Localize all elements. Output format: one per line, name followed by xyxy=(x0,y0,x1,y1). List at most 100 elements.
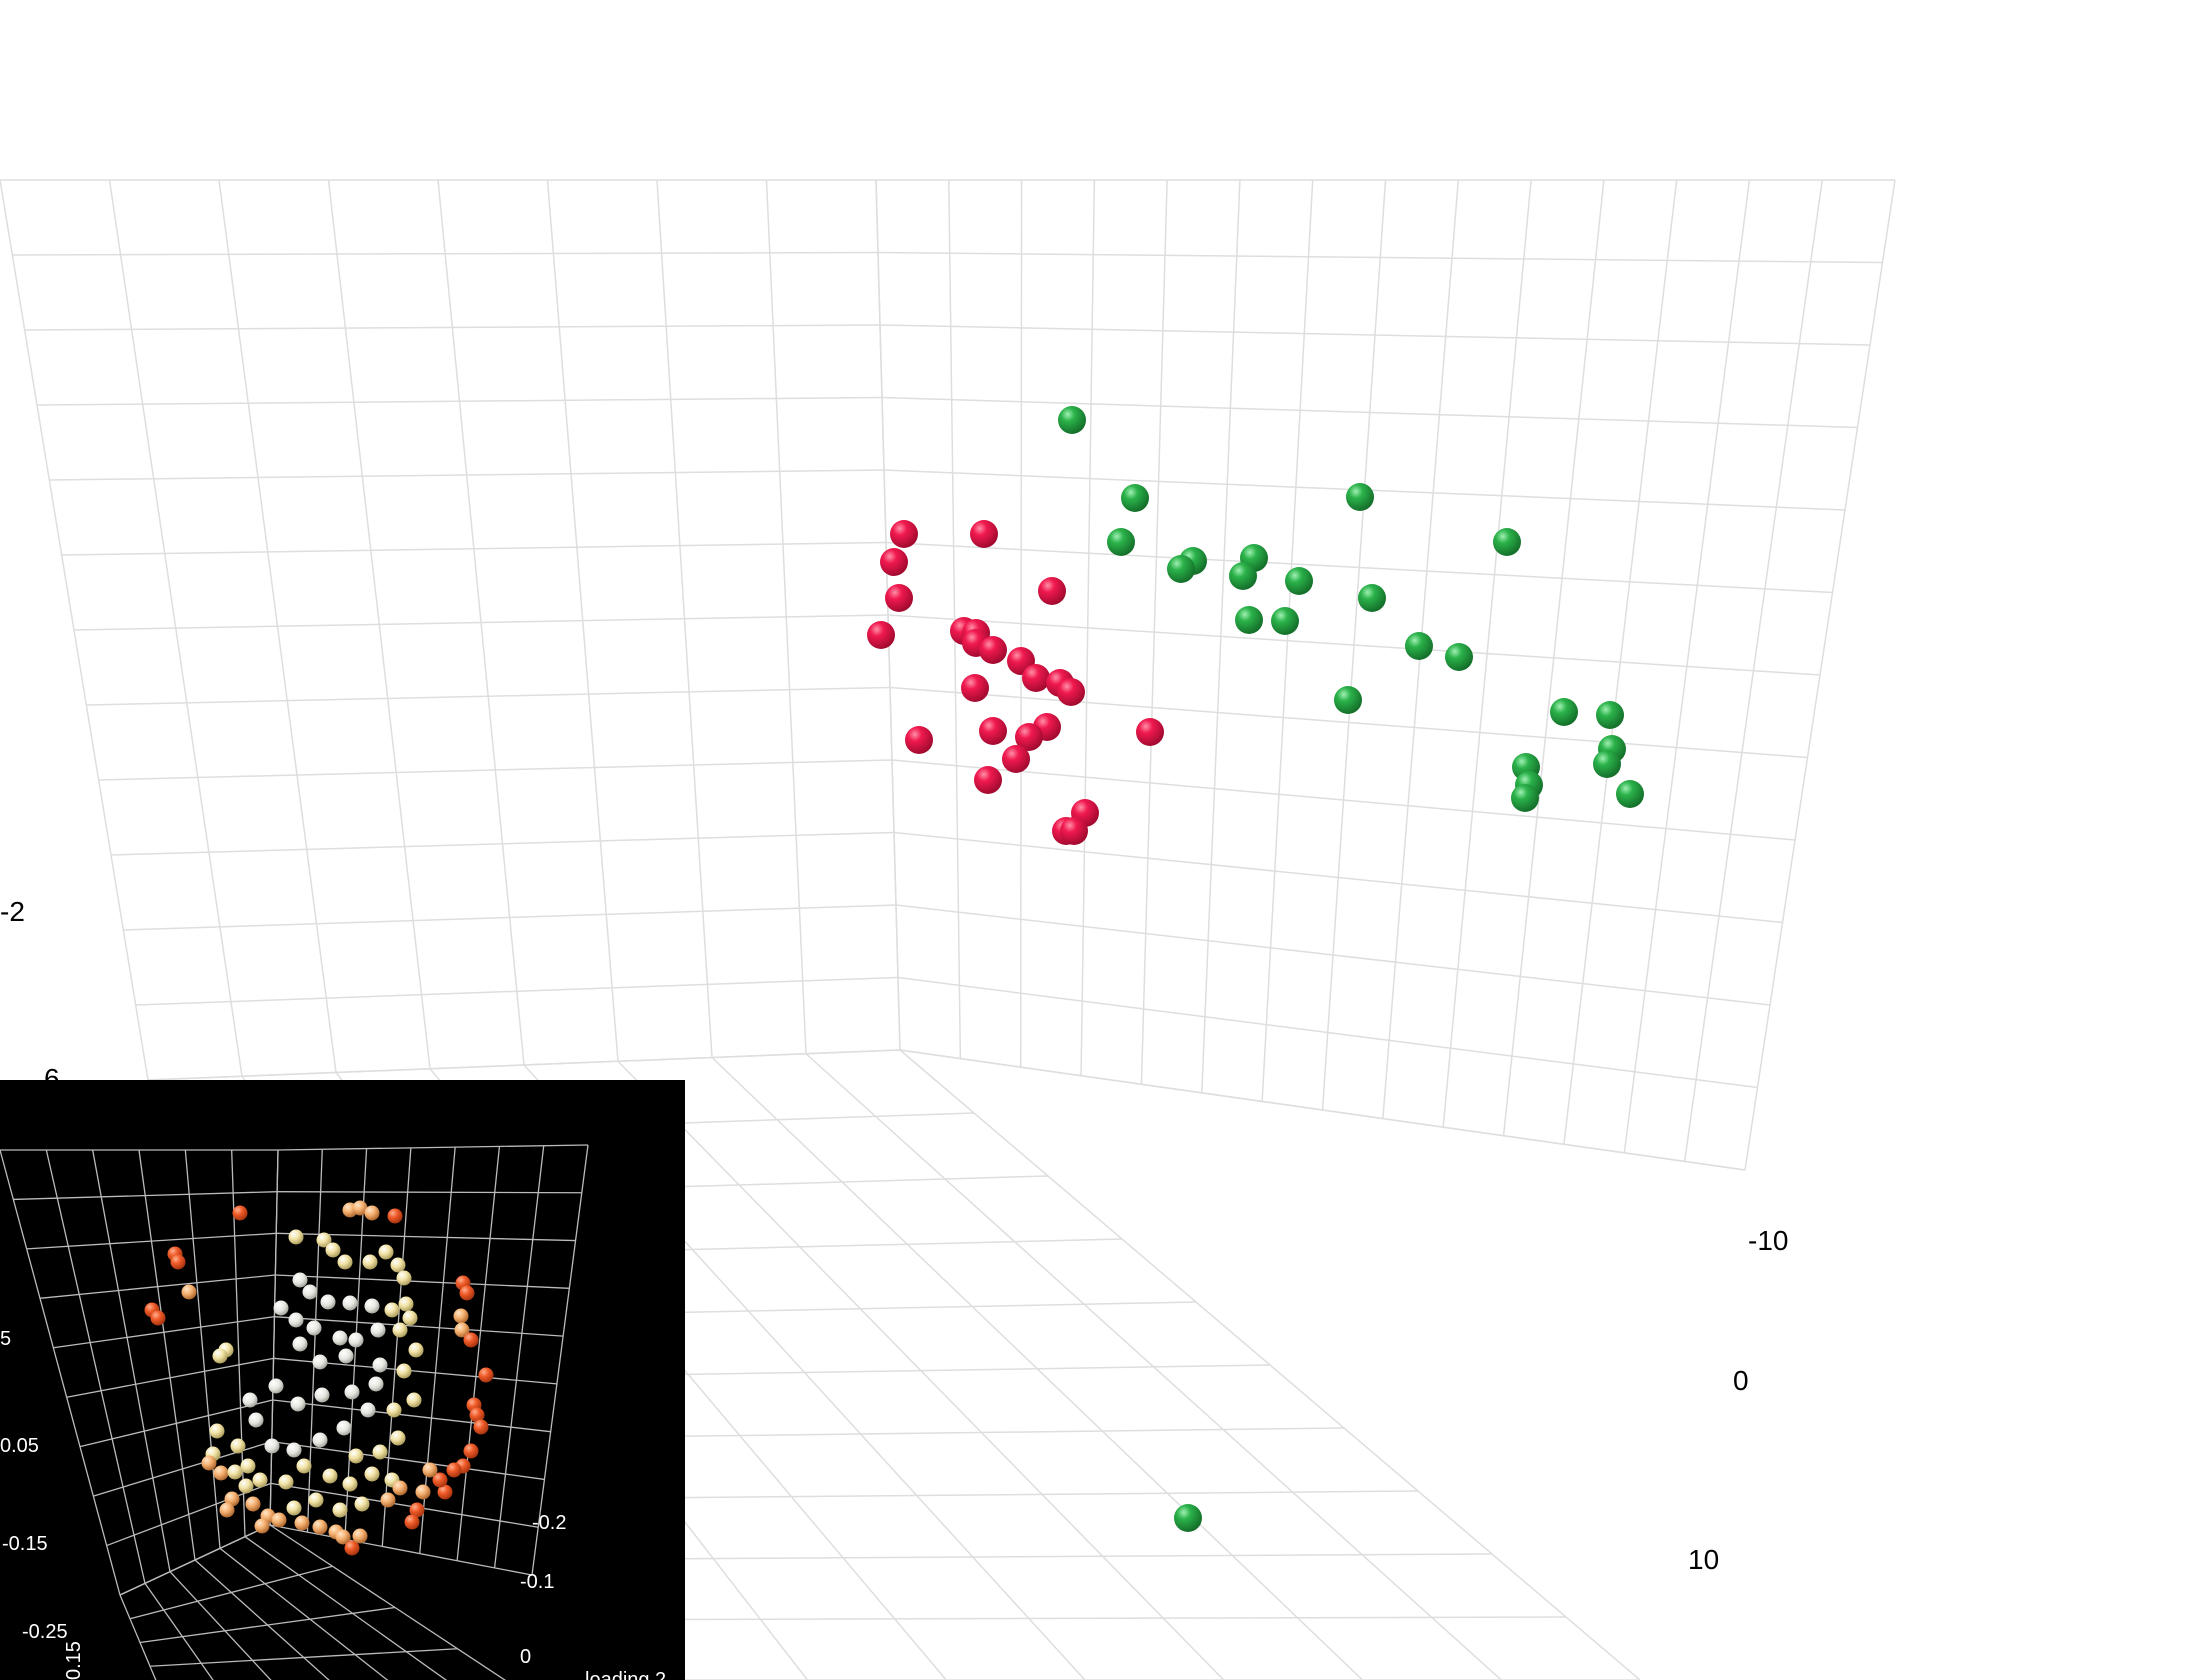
inset-points xyxy=(144,1200,494,1556)
inset-back-right-plane-gridline xyxy=(272,1399,551,1433)
inset-point-73 xyxy=(396,1363,412,1379)
inset-point-98 xyxy=(364,1466,380,1482)
cluster_a-point-4 xyxy=(867,621,895,649)
back-left-plane-gridline xyxy=(36,396,883,406)
back-right-plane-gridline xyxy=(885,541,1833,594)
cluster_b-point-22 xyxy=(1511,784,1539,812)
inset-point-31 xyxy=(271,1512,287,1528)
cluster_b-point-11 xyxy=(1235,606,1263,634)
back-left-plane-gridline xyxy=(73,614,889,631)
inset-point-35 xyxy=(335,1529,351,1545)
inset-point-79 xyxy=(360,1402,376,1418)
back-right-plane-gridline xyxy=(877,251,1883,264)
inset-point-63 xyxy=(332,1330,348,1346)
inset-point-67 xyxy=(402,1310,418,1326)
inset-z-tick-5: 5 xyxy=(0,1328,11,1350)
inset-point-107 xyxy=(380,1492,396,1508)
back-left-plane-gridline xyxy=(135,976,899,1006)
inset-point-103 xyxy=(286,1500,302,1516)
main-points xyxy=(867,406,1644,1532)
inset-point-95 xyxy=(296,1458,312,1474)
inset-point-44 xyxy=(404,1514,420,1530)
inset-point-18 xyxy=(473,1419,489,1435)
cluster_a-point-13 xyxy=(1057,678,1085,706)
inset-point-21 xyxy=(209,1423,225,1439)
inset-point-37 xyxy=(352,1528,368,1544)
inset-3d-scatter-panel[interactable]: 5 0.05 -0.15 -0.25 -0.2 -0.1 0 0.15 load… xyxy=(0,1080,685,1680)
inset-point-71 xyxy=(338,1348,354,1364)
inset-axis-label: loading 2 xyxy=(585,1669,666,1680)
cluster_a-point-11 xyxy=(1022,664,1050,692)
inset-z-tick-neg015: -0.15 xyxy=(2,1533,48,1555)
inset-back-left-plane-gridline xyxy=(138,1149,196,1561)
back-right-plane-gridline xyxy=(881,396,1858,429)
cluster_a-point-0 xyxy=(890,520,918,548)
inset-y-tick-0: 0 xyxy=(520,1646,531,1668)
inset-back-right-plane-gridline xyxy=(269,1149,279,1526)
inset-point-19 xyxy=(463,1443,479,1459)
inset-point-108 xyxy=(392,1480,408,1496)
cluster_a-point-20 xyxy=(974,766,1002,794)
inset-point-93 xyxy=(252,1472,268,1488)
inset-point-86 xyxy=(264,1438,280,1454)
inset-point-88 xyxy=(312,1432,328,1448)
inset-point-4 xyxy=(232,1205,248,1221)
back-left-plane-gridline xyxy=(61,541,887,556)
cluster_a-point-5 xyxy=(1038,577,1066,605)
cluster_a-point-9 xyxy=(979,636,1007,664)
inset-back-left-plane-gridline xyxy=(79,1399,273,1448)
inset-point-91 xyxy=(372,1444,388,1460)
inset-point-23 xyxy=(201,1455,217,1471)
inset-point-64 xyxy=(348,1332,364,1348)
inset-back-left-plane-gridline xyxy=(66,1357,274,1398)
inset-point-61 xyxy=(288,1312,304,1328)
inset-back-left-plane-gridline xyxy=(0,1149,121,1596)
inset-point-43 xyxy=(409,1502,425,1518)
inset-point-40 xyxy=(432,1472,448,1488)
inset-floor-plane-gridline xyxy=(119,1524,271,1596)
inset-point-58 xyxy=(384,1302,400,1318)
inset-point-81 xyxy=(406,1392,422,1408)
cluster_b-point-10 xyxy=(1358,584,1386,612)
back-left-plane-gridline xyxy=(24,324,881,331)
inset-back-right-plane-gridline xyxy=(456,1146,501,1561)
cluster_b-point-19 xyxy=(1593,750,1621,778)
cluster_a-point-15 xyxy=(905,726,933,754)
inset-point-12 xyxy=(453,1308,469,1324)
cluster_b-point-9 xyxy=(1285,567,1313,595)
cluster_b-point-6 xyxy=(1167,555,1195,583)
back-left-plane-gridline xyxy=(110,831,895,856)
inset-point-62 xyxy=(306,1320,322,1336)
inset-point-3 xyxy=(387,1208,403,1224)
inset-point-55 xyxy=(320,1294,336,1310)
inset-point-25 xyxy=(227,1464,243,1480)
inset-back-left-plane-gridline xyxy=(92,1149,171,1572)
inset-point-51 xyxy=(390,1257,406,1273)
inset-back-left-plane-gridline xyxy=(26,1232,277,1250)
inset-floor-plane-gridline xyxy=(149,1648,458,1667)
inset-point-1 xyxy=(352,1200,368,1216)
cluster_a-point-19 xyxy=(1002,745,1030,773)
inset-point-38 xyxy=(415,1484,431,1500)
inset-point-27 xyxy=(219,1502,235,1518)
cluster_b-point-4 xyxy=(1493,528,1521,556)
back-right-plane-gridline xyxy=(889,686,1808,759)
back-right-plane-gridline xyxy=(897,976,1758,1089)
back-right-plane-gridline xyxy=(879,324,1871,346)
inset-back-right-plane-gridline xyxy=(271,1441,545,1481)
cluster_b-point-12 xyxy=(1271,607,1299,635)
inset-point-46 xyxy=(316,1232,332,1248)
inset-point-78 xyxy=(368,1376,384,1392)
back-right-plane-gridline xyxy=(895,904,1771,1006)
inset-point-47 xyxy=(325,1242,341,1258)
cluster_b-point-8 xyxy=(1229,562,1257,590)
inset-back-left-plane-gridline xyxy=(39,1274,276,1299)
inset-point-50 xyxy=(378,1244,394,1260)
inset-back-right-plane-gridline xyxy=(275,1274,570,1289)
inset-point-36 xyxy=(344,1540,360,1556)
cluster_a-point-16 xyxy=(979,717,1007,745)
inset-point-57 xyxy=(364,1298,380,1314)
inset-point-102 xyxy=(240,1458,256,1474)
inset-point-76 xyxy=(314,1387,330,1403)
back-right-plane-gridline xyxy=(887,614,1821,676)
